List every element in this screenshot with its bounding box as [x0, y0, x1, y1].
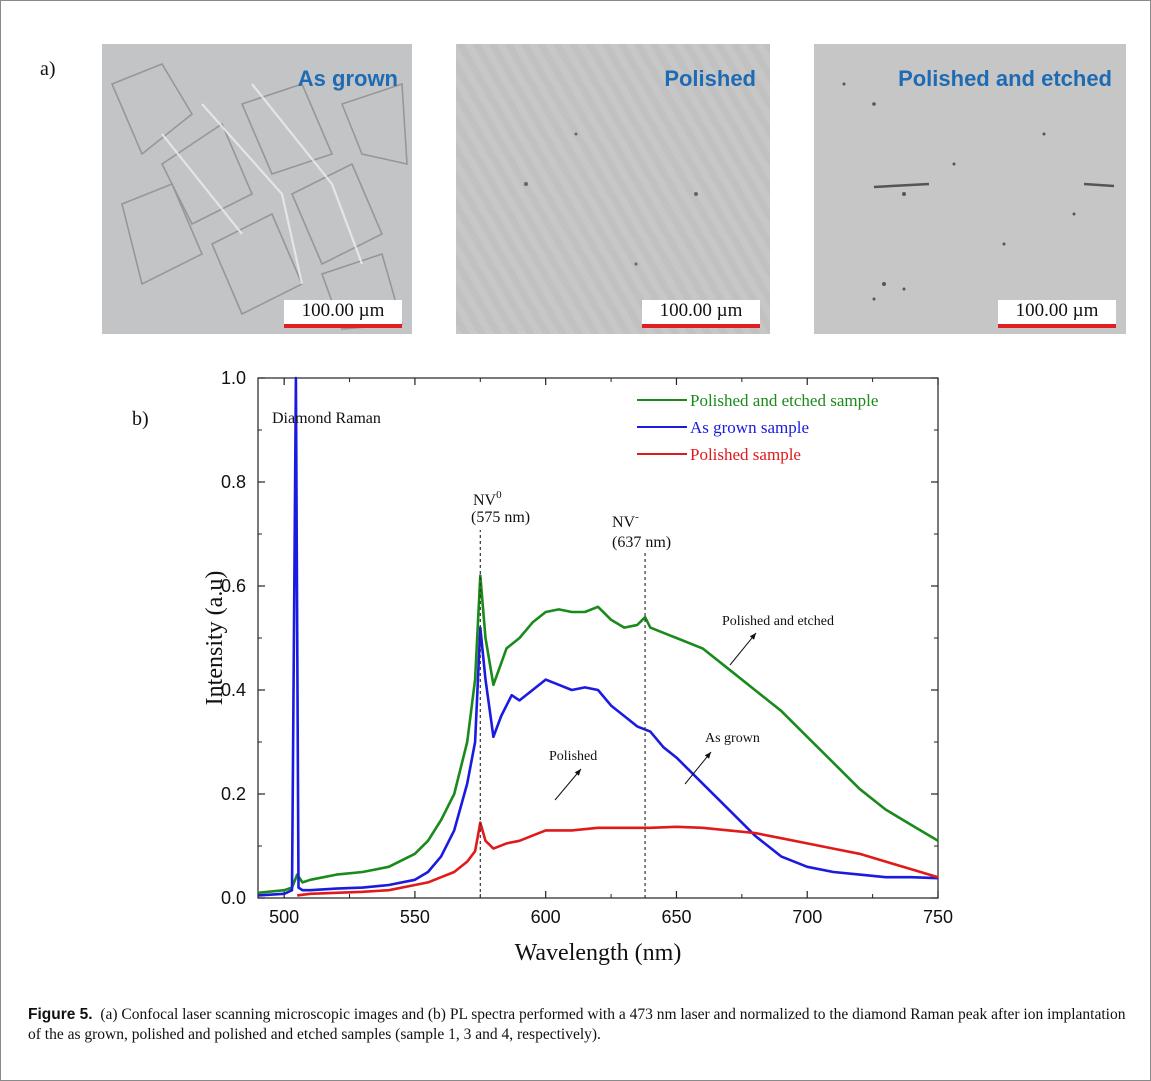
scale-label: 100.00 µm	[659, 300, 743, 321]
axes: 500 550 600 650 700 750 0.0 0.2 0.4 0.6 0.8 1.0 Wave…	[202, 368, 953, 966]
caption-label: Figure 5.	[28, 1006, 93, 1023]
series-layer	[257, 376, 939, 897]
x-tick-label: 600	[531, 907, 561, 927]
annotations: Diamond Raman NV0(575 nm) NV- (637 nm) Polis…	[272, 410, 834, 898]
x-tick-label: 750	[923, 907, 953, 927]
x-tick-label: 500	[269, 907, 299, 927]
plot-frame	[257, 377, 939, 899]
x-tick-label: 550	[400, 907, 430, 927]
caption-text: (a) Confocal laser scanning microscopic …	[28, 1006, 1126, 1043]
scale-label: 100.00 µm	[1015, 300, 1099, 321]
micrograph-title: Polished and etched	[898, 66, 1112, 91]
nv0-wavelength: (575 nm)	[471, 509, 530, 526]
micrograph-polished: Polished 100.00 µm	[456, 44, 770, 334]
arrow-as-grown	[684, 751, 712, 785]
micrograph-title: Polished	[664, 66, 756, 91]
panel-a-label: a)	[40, 58, 56, 80]
scale-bar: 100.00 µm	[642, 300, 760, 328]
nv-minus-label: NV-	[612, 511, 639, 531]
polished-texture	[456, 44, 770, 334]
y-tick-label: 1.0	[221, 368, 246, 388]
y-tick-label: 0.8	[221, 472, 246, 492]
y-tick-label: 0.0	[221, 888, 246, 908]
figure-caption: Figure 5. (a) Confocal laser scanning mi…	[28, 1005, 1128, 1045]
legend-label: As grown sample	[690, 418, 809, 437]
legend-label: Polished and etched sample	[690, 391, 878, 410]
as-grown-annotation: As grown	[705, 731, 760, 746]
x-axis-label: Wavelength (nm)	[515, 940, 682, 966]
polished-annotation: Polished	[549, 749, 597, 764]
series-line	[257, 574, 939, 895]
pl-spectra-chart: 500 550 600 650 700 750 0.0 0.2 0.4 0.6 0.8 1.0 Wave…	[202, 368, 953, 966]
x-tick-label: 700	[792, 907, 822, 927]
y-tick-label: 0.2	[221, 784, 246, 804]
arrow-polished	[554, 768, 582, 801]
etched-texture	[842, 82, 1115, 301]
polished-and-etched-annotation: Polished and etched	[722, 614, 834, 629]
y-tick-label: 0.4	[221, 680, 246, 700]
arrow-polished-etched-head	[749, 633, 756, 640]
scale-bar: 100.00 µm	[284, 300, 402, 328]
micrograph-title: As grown	[297, 66, 398, 91]
scale-bar-line	[642, 324, 760, 328]
nv-minus-wavelength: (637 nm)	[612, 534, 671, 551]
nv0-label: NV0	[473, 489, 502, 509]
scale-bar-line	[284, 324, 402, 328]
y-tick-label: 0.6	[221, 576, 246, 596]
y-axis-label: Intensity (a.u)	[202, 571, 228, 706]
diamond-raman-label: Diamond Raman	[272, 410, 381, 427]
series-line	[257, 376, 939, 897]
scale-label: 100.00 µm	[301, 300, 385, 321]
arrow-polished-etched	[729, 632, 757, 666]
scale-bar-line	[998, 324, 1116, 328]
arrow-as-grown-head	[704, 752, 711, 759]
panel-b-label: b)	[132, 408, 149, 430]
x-tick-label: 650	[661, 907, 691, 927]
legend-label: Polished sample	[690, 445, 801, 464]
legend: Polished and etched sample As grown sampl…	[637, 391, 878, 464]
arrow-polished-head	[574, 769, 581, 776]
series-line	[297, 821, 939, 897]
micrograph-as-grown: As grown 100.00 µm	[102, 44, 412, 334]
scale-bar: 100.00 µm	[998, 300, 1116, 328]
micrograph-polished-and-etched: Polished and etched 100.00 µm	[814, 44, 1126, 334]
